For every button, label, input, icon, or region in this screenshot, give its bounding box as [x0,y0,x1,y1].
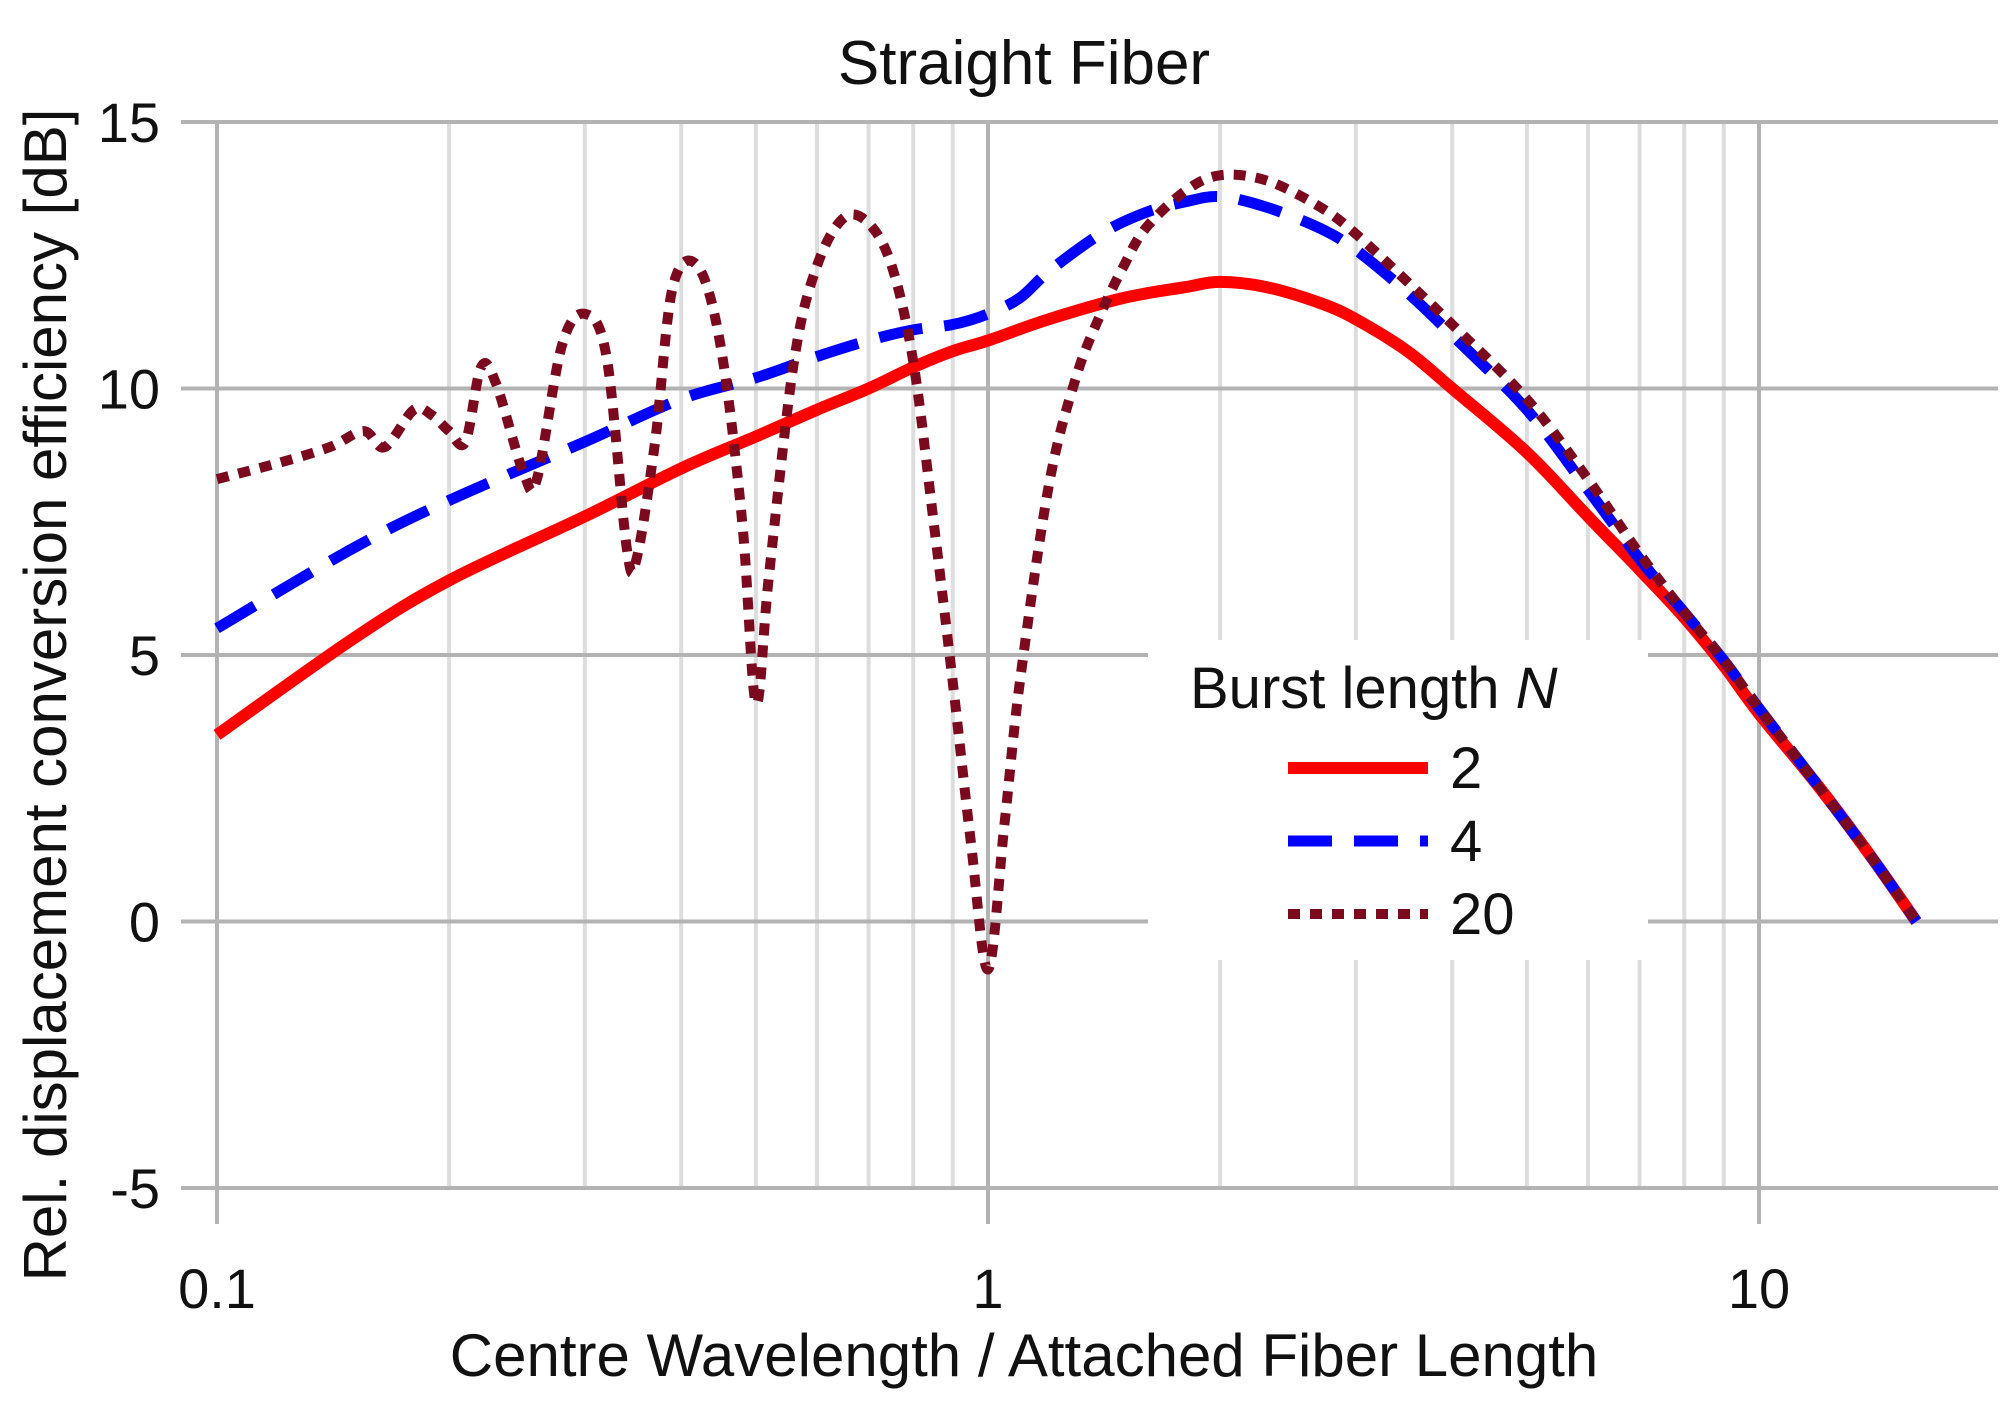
legend-title-prefix: Burst length [1190,656,1516,721]
chart-title: Straight Fiber [838,29,1210,98]
legend-title: Burst length N [1190,656,1558,721]
y-tick-label: 5 [129,624,160,687]
x-tick-label: 1 [972,1257,1003,1320]
legend-label-4: 4 [1450,809,1482,874]
legend-background [1148,640,1648,960]
legend-label-20: 20 [1450,882,1515,947]
legend: Burst length N 2 4 20 [1190,656,1558,947]
y-tick-label: 10 [98,358,160,421]
series-layer [213,169,1922,975]
legend-items: 2 4 20 [1288,736,1515,947]
x-axis-label: Centre Wavelength / Attached Fiber Lengt… [450,1322,1598,1389]
major-gridlines [181,120,1998,1224]
legend-label-2: 2 [1450,736,1482,801]
y-tick-label: 15 [98,91,160,154]
y-axis-label: Rel. displacement conversion efficiency … [12,109,79,1282]
y-tick-label: 0 [129,891,160,954]
y-tick-label: -5 [110,1157,160,1220]
legend-title-variable: N [1516,656,1558,721]
x-tick-label: 0.1 [178,1257,256,1320]
x-tick-label: 10 [1728,1257,1790,1320]
tick-labels: 0.1 1 10 15 10 5 0 -5 [98,91,1790,1320]
